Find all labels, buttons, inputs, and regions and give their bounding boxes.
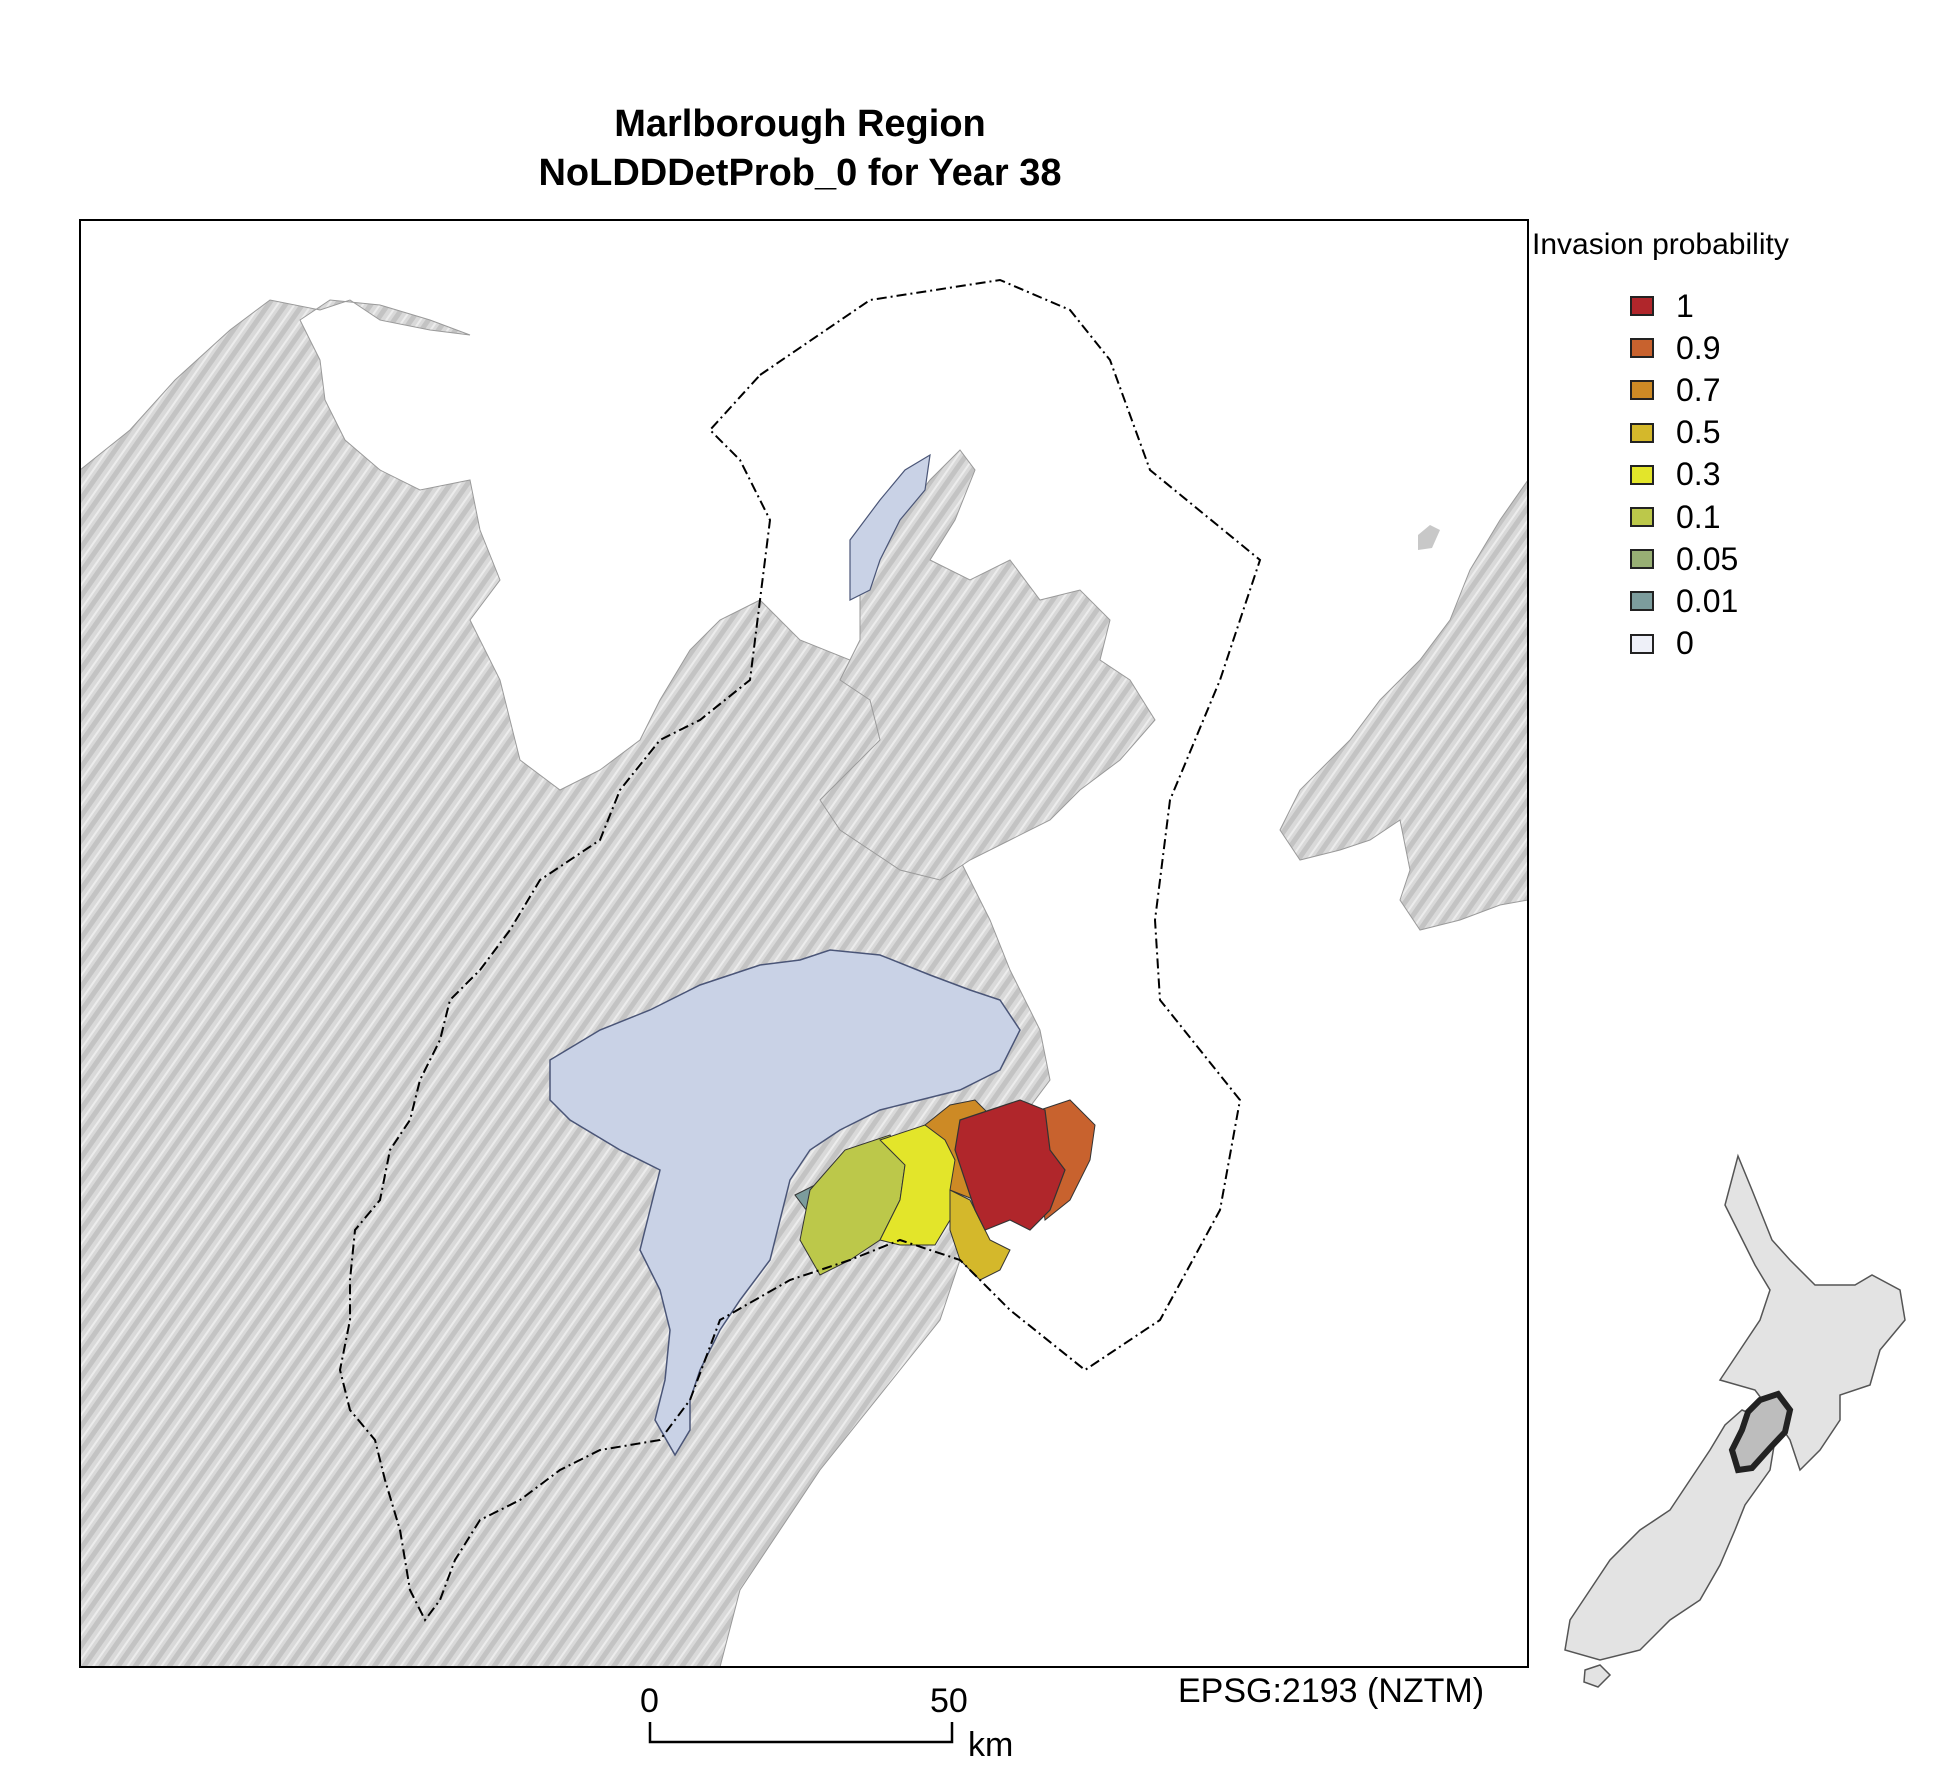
probability-1-area <box>954 1099 1066 1231</box>
scale-start-label: 0 <box>640 1682 659 1720</box>
legend-label: 0 <box>1676 625 1694 662</box>
legend-label: 0.3 <box>1676 456 1721 493</box>
map-title: Marlborough Region <box>614 103 986 145</box>
legend-swatch <box>1630 507 1654 527</box>
inset-map <box>1564 1153 1906 1688</box>
legend-label: 0.7 <box>1676 371 1721 408</box>
legend-label: 0.05 <box>1676 540 1739 577</box>
legend-swatch <box>1630 338 1654 359</box>
legend-label: 0.9 <box>1676 329 1721 366</box>
scale-bar <box>648 1722 954 1744</box>
legend-item: 1 <box>1630 288 1694 324</box>
legend-swatch <box>1630 464 1654 485</box>
legend-item: 0.7 <box>1630 372 1720 408</box>
legend-label: 0.01 <box>1676 582 1739 619</box>
legend-swatch <box>1630 380 1654 401</box>
marlborough-boundary <box>338 278 1262 1622</box>
legend-title: Invasion probability <box>1532 228 1789 261</box>
map-frame <box>79 219 1529 1668</box>
inset-region-highlight <box>1728 1390 1794 1474</box>
legend-item: 0.9 <box>1630 330 1720 366</box>
probability-zero-area <box>549 949 1021 1457</box>
map-subtitle: NoLDDDetProb_0 for Year 38 <box>538 152 1062 194</box>
legend-label: 0.1 <box>1676 498 1721 535</box>
legend-item: 0.5 <box>1630 414 1721 451</box>
probability-zero-islands <box>849 453 931 601</box>
scale-unit-label: km <box>968 1726 1014 1764</box>
legend-label: 1 <box>1676 287 1694 324</box>
marlborough-sounds <box>819 449 1156 881</box>
legend-item: 0 <box>1630 625 1694 662</box>
inset-south-island <box>1564 1409 1776 1661</box>
small-island <box>1418 525 1440 550</box>
crs-label: EPSG:2193 (NZTM) <box>1178 1672 1485 1710</box>
legend-item: 0.1 <box>1630 499 1720 535</box>
legend-swatch <box>1630 549 1654 570</box>
legend-item: 0.3 <box>1630 456 1721 493</box>
legend-swatch <box>1630 591 1654 612</box>
legend-swatch <box>1630 296 1654 316</box>
north-island-land <box>1279 479 1528 931</box>
main-map <box>80 220 1528 1667</box>
legend-swatch <box>1630 422 1654 443</box>
inset-stewart-island <box>1583 1664 1612 1688</box>
legend-swatch <box>1630 633 1654 654</box>
legend-label: 0.5 <box>1676 414 1721 451</box>
inset-north-island <box>1718 1153 1906 1472</box>
legend-item: 0.05 <box>1630 541 1738 577</box>
scale-end-label: 50 <box>930 1682 968 1720</box>
legend-item: 0.01 <box>1630 583 1738 619</box>
